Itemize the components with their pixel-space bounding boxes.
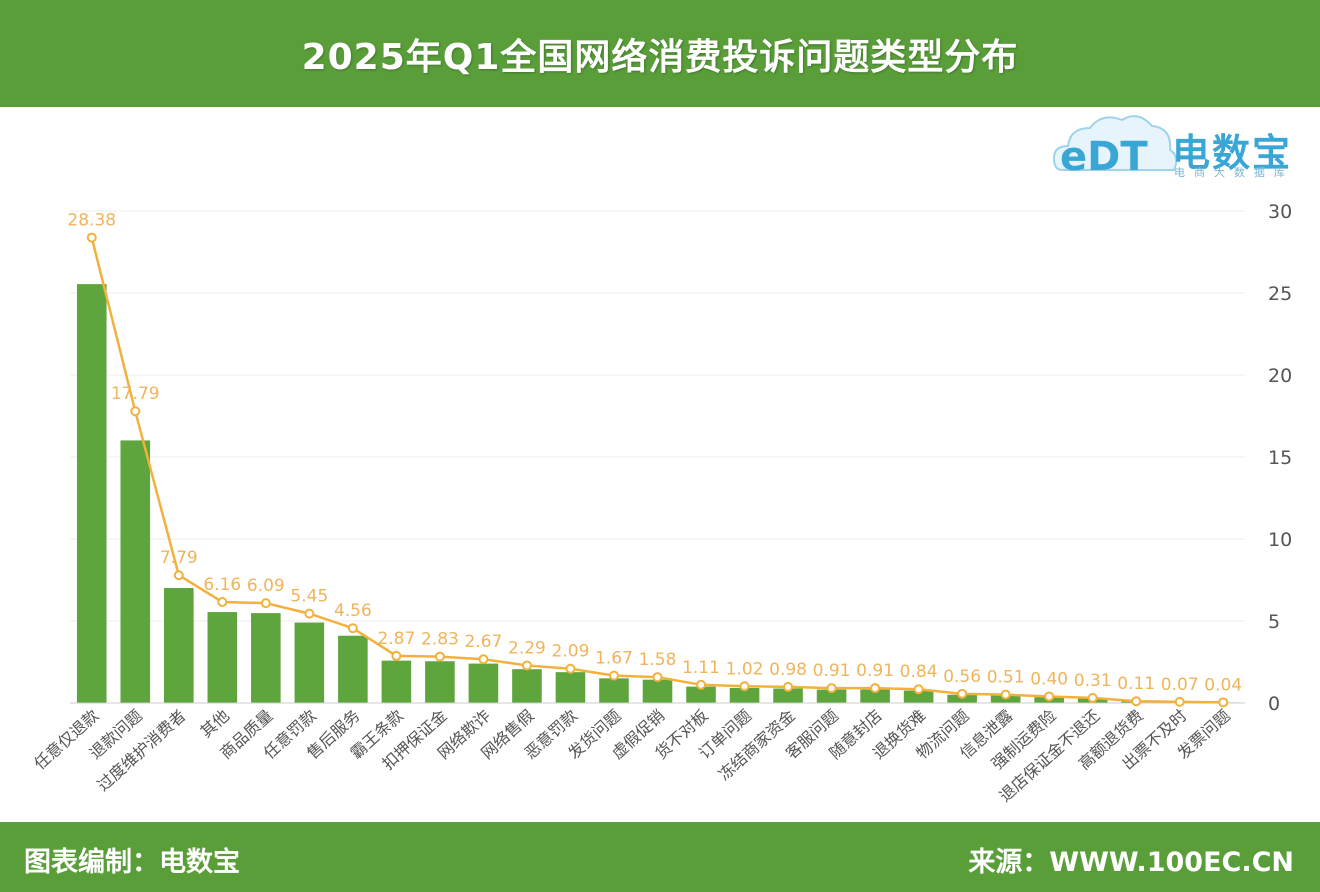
bar xyxy=(729,687,760,703)
line-point xyxy=(913,684,924,695)
line-point xyxy=(957,688,968,699)
data-label: 0.51 xyxy=(987,668,1025,688)
y-tick-label: 0 xyxy=(1268,693,1280,715)
data-label: 0.56 xyxy=(943,667,981,687)
data-label: 0.98 xyxy=(769,660,807,680)
bar xyxy=(555,672,586,703)
data-label: 0.91 xyxy=(813,661,851,681)
line-point xyxy=(783,681,794,692)
line-point xyxy=(1000,689,1011,700)
data-label: 2.29 xyxy=(508,638,546,658)
data-label: 0.40 xyxy=(1030,669,1068,689)
bar xyxy=(686,686,716,703)
bar xyxy=(642,679,673,703)
bar xyxy=(164,588,194,703)
brand-logo: eDT 电数宝 电商大数据库 xyxy=(1052,108,1310,188)
chart-footer: 图表编制：电数宝 来源：WWW.100EC.CN xyxy=(0,822,1320,892)
line-point xyxy=(1131,696,1142,707)
bar xyxy=(816,689,847,703)
bar xyxy=(468,663,499,703)
line-point xyxy=(173,570,184,581)
bar-chart: 051015202530%28.3817.797.796.166.095.454… xyxy=(30,201,1292,806)
data-label: 2.87 xyxy=(377,629,415,649)
line-point xyxy=(1044,691,1055,702)
bar xyxy=(512,669,542,703)
y-tick-label: 15 xyxy=(1268,447,1292,469)
data-label: 2.09 xyxy=(552,642,590,662)
line-point xyxy=(130,406,141,417)
bar xyxy=(294,622,325,703)
y-tick-label: 5 xyxy=(1268,611,1280,633)
line-point xyxy=(870,683,881,694)
data-label: 1.11 xyxy=(682,658,720,678)
bar xyxy=(120,440,151,703)
line-point xyxy=(304,608,315,619)
line-point xyxy=(739,681,750,692)
data-label: 6.16 xyxy=(203,575,241,595)
line-point xyxy=(608,670,619,681)
bar xyxy=(860,689,890,703)
y-tick-label: 25 xyxy=(1268,283,1292,305)
line-point xyxy=(565,663,576,674)
data-label: 0.31 xyxy=(1074,671,1112,691)
line-point xyxy=(1174,696,1185,707)
line-point xyxy=(260,598,271,609)
data-label: 0.91 xyxy=(856,661,894,681)
footer-source: 来源：WWW.100EC.CN xyxy=(968,847,1294,878)
page-title: 2025年Q1全国网络消费投诉问题类型分布 xyxy=(301,36,1019,78)
data-label: 17.79 xyxy=(111,384,160,404)
logo-slogan: 电商大数据库 xyxy=(1174,166,1294,179)
data-label: 6.09 xyxy=(247,576,285,596)
bar xyxy=(599,678,629,703)
bar xyxy=(903,690,934,703)
bar xyxy=(947,694,977,703)
bar xyxy=(773,688,803,703)
data-label: 2.83 xyxy=(421,630,459,650)
x-tick-label: 任意仅退款 xyxy=(30,706,102,774)
chart-header: 2025年Q1全国网络消费投诉问题类型分布 xyxy=(0,0,1320,107)
line-point xyxy=(521,660,532,671)
logo-mark: eDT xyxy=(1060,134,1148,180)
line-point xyxy=(478,654,489,665)
line-point xyxy=(696,679,707,690)
line-point xyxy=(217,596,228,607)
line-point xyxy=(826,683,837,694)
data-label: 0.11 xyxy=(1117,674,1155,694)
bar xyxy=(251,613,281,703)
line-point xyxy=(1218,697,1229,708)
data-label: 28.38 xyxy=(67,211,116,231)
data-label: 1.58 xyxy=(639,650,677,670)
bar xyxy=(76,284,107,703)
line-point xyxy=(652,672,663,683)
bar xyxy=(207,612,238,703)
data-label: 4.56 xyxy=(334,601,372,621)
line-point xyxy=(1087,692,1098,703)
line-point xyxy=(391,650,402,661)
data-label: 0.84 xyxy=(900,662,938,682)
data-label: 1.02 xyxy=(726,659,764,679)
bar xyxy=(381,660,412,703)
data-label: 0.04 xyxy=(1204,675,1242,695)
x-tick-label: 其他 xyxy=(196,706,233,742)
y-tick-label: 10 xyxy=(1268,529,1292,551)
footer-credit: 图表编制：电数宝 xyxy=(24,847,240,878)
line-point xyxy=(347,623,358,634)
data-label: 2.67 xyxy=(464,632,502,652)
y-tick-label: 30 xyxy=(1268,201,1292,223)
data-label: 7.79 xyxy=(160,548,198,568)
y-tick-label: 20 xyxy=(1268,365,1292,387)
data-label: 5.45 xyxy=(290,587,328,607)
bar xyxy=(425,661,455,703)
line-point xyxy=(434,651,445,662)
line-point xyxy=(86,232,97,243)
data-label: 1.67 xyxy=(595,649,633,669)
cloud-logo-icon: eDT xyxy=(1052,115,1178,180)
bar xyxy=(338,635,368,703)
data-label: 0.07 xyxy=(1161,675,1199,695)
logo-brand: 电数宝 xyxy=(1172,131,1293,175)
